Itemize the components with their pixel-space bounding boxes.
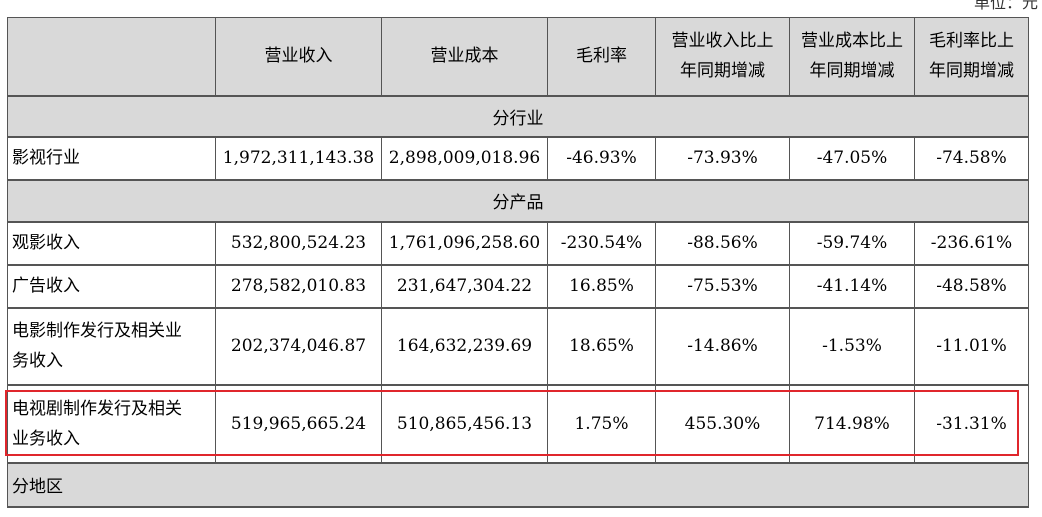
row-label: 观影收入 — [7, 221, 216, 266]
cell-cost-yoy: -1.53% — [789, 307, 915, 386]
cell-revenue-yoy: -75.53% — [655, 264, 790, 309]
cell-margin-yoy: -48.58% — [914, 264, 1029, 309]
cell-cost: 164,632,239.69 — [381, 307, 548, 386]
row-label: 广告收入 — [7, 264, 216, 309]
cell-margin: 18.65% — [547, 307, 656, 386]
unit-label: 单位：元 — [973, 0, 1038, 12]
header-gross-margin: 毛利率 — [547, 17, 656, 97]
row-label: 电影制作发行及相关业 务收入 — [7, 307, 216, 386]
section-row: 分行业 — [7, 95, 1029, 138]
cell-revenue-yoy: 455.30% — [655, 384, 790, 464]
table-row: 电影制作发行及相关业 务收入 202,374,046.87 164,632,239… — [7, 307, 1029, 386]
section-region: 分地区 — [7, 462, 1029, 508]
cell-revenue: 532,800,524.23 — [215, 221, 382, 266]
row-label: 影视行业 — [7, 136, 216, 181]
cell-cost-yoy: 714.98% — [789, 384, 915, 464]
cell-cost-yoy: -59.74% — [789, 221, 915, 266]
header-revenue: 营业收入 — [215, 17, 382, 97]
cell-revenue: 519,965,665.24 — [215, 384, 382, 464]
cell-cost-yoy: -47.05% — [789, 136, 915, 181]
revenue-table: 营业收入 营业成本 毛利率 营业收入比上 年同期增减 营业成本比上 年同期增减 毛利… — [7, 17, 1029, 508]
header-row: 营业收入 营业成本 毛利率 营业收入比上 年同期增减 营业成本比上 年同期增减 毛利… — [7, 17, 1029, 97]
cell-revenue-yoy: -14.86% — [655, 307, 790, 386]
cell-revenue: 1,972,311,143.38 — [215, 136, 382, 181]
cell-revenue: 278,582,010.83 — [215, 264, 382, 309]
cell-revenue-yoy: -73.93% — [655, 136, 790, 181]
header-cost-yoy: 营业成本比上 年同期增减 — [789, 17, 915, 97]
header-cost: 营业成本 — [381, 17, 548, 97]
header-blank — [7, 17, 216, 97]
cell-margin-yoy: -74.58% — [914, 136, 1029, 181]
cell-margin-yoy: -236.61% — [914, 221, 1029, 266]
cell-revenue: 202,374,046.87 — [215, 307, 382, 386]
table-row: 电视剧制作发行及相关 业务收入 519,965,665.24 510,865,45… — [7, 384, 1029, 464]
cell-cost-yoy: -41.14% — [789, 264, 915, 309]
cell-cost: 231,647,304.22 — [381, 264, 548, 309]
header-revenue-yoy: 营业收入比上 年同期增减 — [655, 17, 790, 97]
cell-cost: 1,761,096,258.60 — [381, 221, 548, 266]
header-margin-yoy: 毛利率比上 年同期增减 — [914, 17, 1029, 97]
cell-margin: 1.75% — [547, 384, 656, 464]
section-product: 分产品 — [7, 179, 1029, 223]
cell-margin-yoy: -31.31% — [914, 384, 1029, 464]
cell-cost: 510,865,456.13 — [381, 384, 548, 464]
table-row: 观影收入 532,800,524.23 1,761,096,258.60 -23… — [7, 221, 1029, 266]
section-row: 分地区 — [7, 462, 1029, 508]
cell-revenue-yoy: -88.56% — [655, 221, 790, 266]
section-industry: 分行业 — [7, 95, 1029, 138]
table-row: 广告收入 278,582,010.83 231,647,304.22 16.85… — [7, 264, 1029, 309]
cell-margin-yoy: -11.01% — [914, 307, 1029, 386]
cell-margin: -230.54% — [547, 221, 656, 266]
cell-margin: -46.93% — [547, 136, 656, 181]
cell-margin: 16.85% — [547, 264, 656, 309]
row-label: 电视剧制作发行及相关 业务收入 — [7, 384, 216, 464]
cell-cost: 2,898,009,018.96 — [381, 136, 548, 181]
table-row: 影视行业 1,972,311,143.38 2,898,009,018.96 -… — [7, 136, 1029, 181]
section-row: 分产品 — [7, 179, 1029, 223]
